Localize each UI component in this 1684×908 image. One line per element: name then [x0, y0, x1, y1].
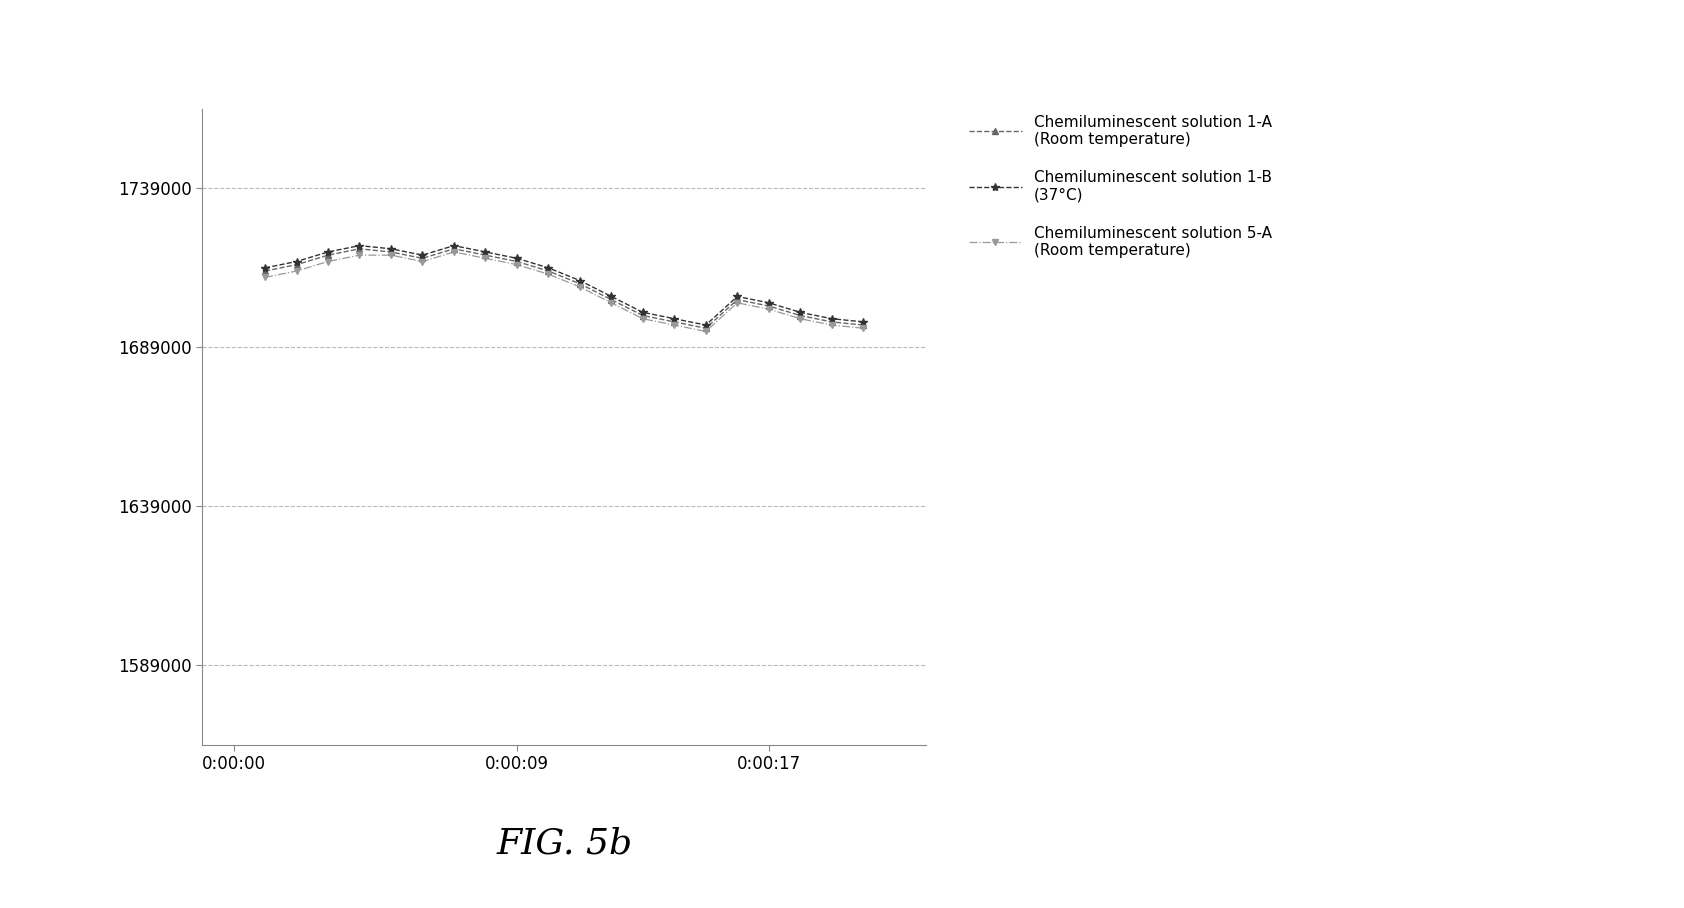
Chemiluminescent solution 1-B
(37°C)	[445, 241, 465, 252]
Chemiluminescent solution 5-A
(Room temperature)	[633, 313, 653, 324]
Chemiluminescent solution 5-A
(Room temperature)	[695, 326, 716, 337]
Chemiluminescent solution 5-A
(Room temperature)	[286, 266, 306, 277]
Chemiluminescent solution 1-B
(37°C)	[318, 247, 338, 258]
Chemiluminescent solution 1-A
(Room temperature)	[507, 256, 527, 267]
Chemiluminescent solution 5-A
(Room temperature)	[507, 260, 527, 271]
Chemiluminescent solution 1-B
(37°C)	[349, 241, 369, 252]
Chemiluminescent solution 1-A
(Room temperature)	[790, 311, 810, 321]
Chemiluminescent solution 1-A
(Room temperature)	[349, 243, 369, 254]
Legend: Chemiluminescent solution 1-A
(Room temperature), Chemiluminescent solution 1-B
: Chemiluminescent solution 1-A (Room temp…	[963, 109, 1278, 264]
Chemiluminescent solution 1-A
(Room temperature)	[759, 301, 780, 311]
Chemiluminescent solution 1-A
(Room temperature)	[695, 323, 716, 334]
Chemiluminescent solution 5-A
(Room temperature)	[601, 298, 621, 309]
Line: Chemiluminescent solution 1-A
(Room temperature): Chemiluminescent solution 1-A (Room temp…	[263, 246, 866, 331]
Chemiluminescent solution 1-A
(Room temperature)	[318, 250, 338, 261]
Chemiluminescent solution 1-B
(37°C)	[539, 262, 559, 273]
Chemiluminescent solution 5-A
(Room temperature)	[475, 253, 495, 264]
Chemiluminescent solution 1-A
(Room temperature)	[663, 317, 684, 328]
Chemiluminescent solution 1-A
(Room temperature)	[822, 317, 842, 328]
Chemiluminescent solution 1-B
(37°C)	[286, 256, 306, 267]
Chemiluminescent solution 5-A
(Room temperature)	[349, 250, 369, 261]
Chemiluminescent solution 5-A
(Room temperature)	[663, 320, 684, 331]
Chemiluminescent solution 5-A
(Room temperature)	[790, 313, 810, 324]
Chemiluminescent solution 1-A
(Room temperature)	[854, 320, 874, 331]
Line: Chemiluminescent solution 5-A
(Room temperature): Chemiluminescent solution 5-A (Room temp…	[263, 249, 866, 334]
Chemiluminescent solution 1-B
(37°C)	[695, 320, 716, 331]
Chemiluminescent solution 1-A
(Room temperature)	[286, 260, 306, 271]
Chemiluminescent solution 5-A
(Room temperature)	[445, 247, 465, 258]
Chemiluminescent solution 1-B
(37°C)	[854, 317, 874, 328]
Chemiluminescent solution 1-A
(Room temperature)	[633, 311, 653, 321]
Chemiluminescent solution 1-A
(Room temperature)	[727, 294, 748, 305]
Chemiluminescent solution 1-B
(37°C)	[663, 313, 684, 324]
Chemiluminescent solution 1-A
(Room temperature)	[413, 253, 433, 264]
Chemiluminescent solution 1-A
(Room temperature)	[254, 266, 274, 277]
Chemiluminescent solution 1-B
(37°C)	[413, 250, 433, 261]
Chemiluminescent solution 1-B
(37°C)	[727, 291, 748, 302]
Chemiluminescent solution 1-B
(37°C)	[569, 275, 589, 286]
Chemiluminescent solution 5-A
(Room temperature)	[759, 304, 780, 315]
Chemiluminescent solution 1-B
(37°C)	[790, 307, 810, 318]
Line: Chemiluminescent solution 1-B
(37°C): Chemiluminescent solution 1-B (37°C)	[261, 242, 867, 330]
Chemiluminescent solution 1-A
(Room temperature)	[475, 250, 495, 261]
Chemiluminescent solution 1-B
(37°C)	[633, 307, 653, 318]
Chemiluminescent solution 1-A
(Room temperature)	[445, 243, 465, 254]
Chemiluminescent solution 5-A
(Room temperature)	[254, 272, 274, 283]
Chemiluminescent solution 1-A
(Room temperature)	[569, 279, 589, 290]
Chemiluminescent solution 1-A
(Room temperature)	[601, 294, 621, 305]
Chemiluminescent solution 5-A
(Room temperature)	[854, 323, 874, 334]
Chemiluminescent solution 5-A
(Room temperature)	[569, 281, 589, 292]
Chemiluminescent solution 1-B
(37°C)	[759, 298, 780, 309]
Chemiluminescent solution 1-B
(37°C)	[601, 291, 621, 302]
Chemiluminescent solution 5-A
(Room temperature)	[539, 269, 559, 280]
Chemiluminescent solution 1-B
(37°C)	[507, 253, 527, 264]
Chemiluminescent solution 1-A
(Room temperature)	[381, 247, 401, 258]
Chemiluminescent solution 5-A
(Room temperature)	[381, 250, 401, 261]
Chemiluminescent solution 5-A
(Room temperature)	[413, 256, 433, 267]
Chemiluminescent solution 1-A
(Room temperature)	[539, 266, 559, 277]
Chemiluminescent solution 1-B
(37°C)	[254, 262, 274, 273]
Chemiluminescent solution 5-A
(Room temperature)	[318, 256, 338, 267]
Chemiluminescent solution 1-B
(37°C)	[822, 313, 842, 324]
Chemiluminescent solution 5-A
(Room temperature)	[727, 298, 748, 309]
Chemiluminescent solution 1-B
(37°C)	[381, 243, 401, 254]
Chemiluminescent solution 1-B
(37°C)	[475, 247, 495, 258]
Text: FIG. 5b: FIG. 5b	[497, 826, 632, 861]
Chemiluminescent solution 5-A
(Room temperature)	[822, 320, 842, 331]
